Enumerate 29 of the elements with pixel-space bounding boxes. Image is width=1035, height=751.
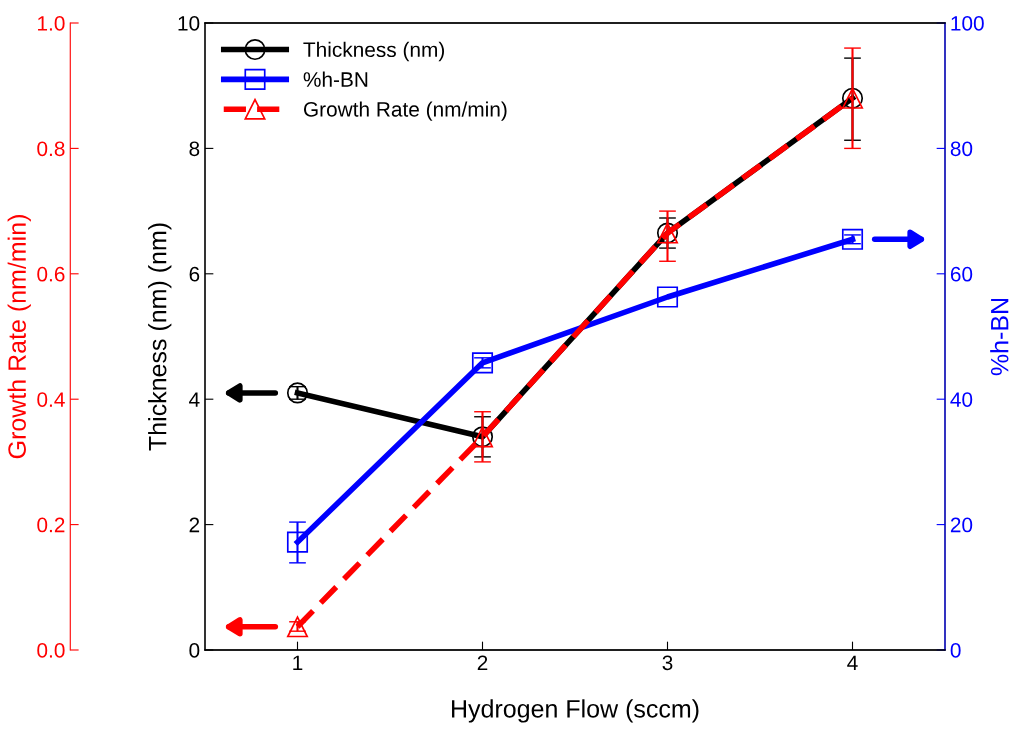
y2-tick-label: 60 [950,266,973,282]
y-tick-label: 10 [178,16,200,31]
y3-tick-label: 1.0 [38,16,65,31]
y-tick-label: 6 [189,266,200,282]
y-tick-label: 4 [189,392,200,407]
y2-axis-title: %h-BN [990,298,1009,376]
x-tick-label: 2 [477,655,488,670]
x-tick-label: 3 [662,655,673,671]
y2-tick-label: 0 [950,643,961,658]
y2-tick-label: 80 [950,141,973,157]
y3-tick-label: 0.0 [37,643,65,658]
y3-tick-label: 0.4 [37,392,65,407]
y3-axis-title: Growth Rate (nm/min) [7,215,31,459]
legend-label: Thickness (nm) [303,41,445,62]
y-tick-label: 2 [189,517,200,533]
legend-label: Growth Rate (nm/min) [303,101,507,121]
y2-tick-label: 40 [950,392,973,407]
y-tick-label: 8 [189,141,200,157]
y3-tick-label: 0.8 [37,141,65,157]
y-axis-title: Thickness (nm) (nm) [148,223,172,451]
y3-tick-label: 0.6 [37,266,65,282]
y-tick-label: 0 [189,643,200,658]
y2-tick-label: 20 [950,517,973,533]
legend-label: %h-BN [303,71,368,87]
y3-tick-label: 0.2 [37,517,65,533]
x-axis-title: Hydrogen Flow (sccm) [452,699,699,723]
x-tick-label: 4 [847,655,858,670]
x-tick-label: 1 [293,655,303,670]
y2-tick-label: 100 [951,16,984,31]
